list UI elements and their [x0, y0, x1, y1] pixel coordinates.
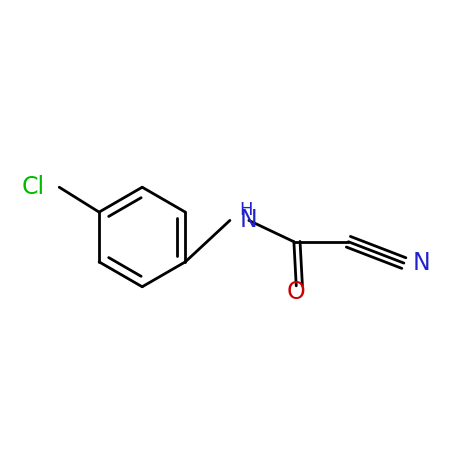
Text: N: N	[239, 209, 257, 232]
Text: N: N	[412, 251, 430, 275]
Text: O: O	[287, 280, 306, 303]
Text: H: H	[239, 201, 253, 219]
Text: Cl: Cl	[22, 175, 45, 199]
